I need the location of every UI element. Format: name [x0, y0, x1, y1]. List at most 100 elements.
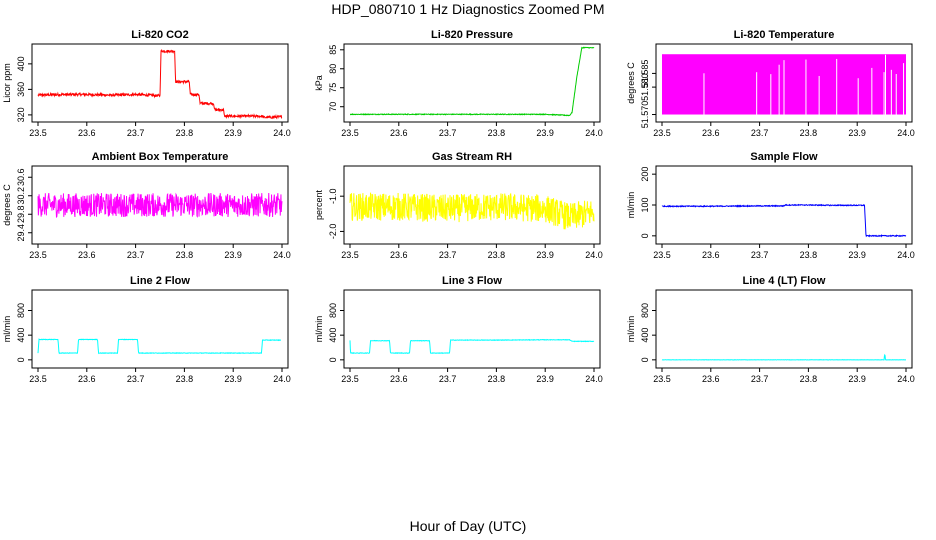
panel-5: Sample Flow ml/min 23.5 23.6 23.7 23.8 23.9 24.…: [626, 151, 915, 260]
x-tick-label: 23.7: [439, 128, 457, 138]
x-tick-label: 23.9: [536, 128, 554, 138]
y-axis-label: degrees C: [626, 62, 636, 104]
x-tick-label: 23.7: [127, 374, 145, 384]
panel-4: Gas Stream RH percent 23.5 23.6 23.7 23.8 23.9…: [314, 151, 603, 260]
x-tick-label: 23.9: [536, 250, 554, 260]
series-line: [349, 46, 595, 117]
x-tick-label: 23.5: [653, 374, 671, 384]
series-line: [349, 338, 595, 354]
y-tick-label: 80: [328, 64, 338, 74]
series-group: [37, 49, 283, 120]
series-line: [37, 192, 283, 218]
y-tick-label: 29.4: [16, 224, 26, 242]
plot-frame: [31, 165, 289, 245]
x-tick-label: 23.5: [29, 250, 47, 260]
x-tick-label: 23.7: [127, 128, 145, 138]
x-tick-label: 23.8: [176, 250, 194, 260]
x-tick-label: 23.9: [224, 250, 242, 260]
x-tick-label: 23.6: [78, 250, 96, 260]
series-line: [661, 353, 906, 361]
panel-title: Line 2 Flow: [130, 275, 190, 287]
panel-title: Line 4 (LT) Flow: [743, 275, 826, 287]
y-axis-label: ml/min: [2, 316, 12, 343]
x-tick-label: 23.9: [848, 128, 866, 138]
x-tick-label: 23.9: [224, 128, 242, 138]
y-tick-label: 320: [16, 107, 26, 122]
y-axis-label: percent: [314, 189, 324, 220]
x-tick-label: 23.6: [78, 374, 96, 384]
y-tick-label: 0: [640, 357, 650, 362]
series-group: [661, 353, 906, 361]
panel-title: Line 3 Flow: [442, 275, 502, 287]
x-tick-label: 23.6: [390, 374, 408, 384]
panel-title: Gas Stream RH: [432, 151, 512, 163]
plot-frame: [655, 289, 913, 369]
y-tick-label: 51.580: [640, 73, 650, 101]
x-tick-label: 24.0: [897, 374, 915, 384]
y-tick-label: 400: [328, 328, 338, 343]
series-group: [661, 203, 907, 238]
y-axis-label: Licor ppm: [2, 63, 12, 103]
x-tick-label: 23.5: [341, 374, 359, 384]
panel-8: Line 4 (LT) Flow ml/min 23.5 23.6 23.7 23.8 23…: [626, 275, 915, 384]
figure-xlabel: Hour of Day (UTC): [409, 518, 527, 534]
plot-frame: [31, 43, 289, 123]
x-tick-label: 23.9: [224, 374, 242, 384]
y-tick-label: 360: [16, 82, 26, 97]
y-tick-label: 400: [16, 328, 26, 343]
y-axis-label: ml/min: [626, 192, 636, 219]
series-group: [349, 46, 595, 117]
y-tick-label: 70: [328, 102, 338, 112]
x-tick-label: 23.5: [653, 128, 671, 138]
x-tick-label: 24.0: [897, 128, 915, 138]
plot-frame: [655, 165, 913, 245]
x-tick-label: 23.7: [439, 374, 457, 384]
x-tick-label: 23.5: [653, 250, 671, 260]
x-tick-label: 23.9: [848, 374, 866, 384]
x-tick-label: 23.6: [390, 250, 408, 260]
panel-title: Ambient Box Temperature: [92, 151, 229, 163]
x-tick-label: 23.5: [29, 374, 47, 384]
x-tick-label: 23.5: [341, 128, 359, 138]
series-line: [661, 203, 907, 238]
y-tick-label: 100: [640, 197, 650, 212]
x-tick-label: 24.0: [273, 374, 291, 384]
plot-frame: [343, 165, 601, 245]
x-tick-label: 23.7: [127, 250, 145, 260]
y-tick-label: 200: [640, 167, 650, 182]
panel-3: Ambient Box Temperature degrees C 23.5 23.6…: [2, 151, 291, 260]
x-tick-label: 23.8: [488, 128, 506, 138]
series-group: [37, 192, 283, 218]
x-tick-label: 23.8: [800, 128, 818, 138]
x-tick-label: 23.8: [488, 250, 506, 260]
y-tick-label: 30.6: [16, 168, 26, 186]
y-tick-label: 51.570: [640, 101, 650, 129]
y-tick-label: 51.585: [640, 60, 650, 88]
y-axis-label: ml/min: [314, 316, 324, 343]
x-tick-label: 23.5: [29, 128, 47, 138]
plot-frame: [343, 289, 601, 369]
series-group: [349, 338, 595, 354]
y-tick-label: 75: [328, 83, 338, 93]
panel-1: Li-820 Pressure kPa 23.5 23.6 23.7 23.8 23.9 24…: [314, 29, 603, 138]
y-tick-label: 0: [328, 357, 338, 362]
panel-7: Line 3 Flow ml/min 23.5 23.6 23.7 23.8 23.9 24.…: [314, 275, 603, 384]
plot-frame: [655, 43, 913, 123]
series-line: [37, 49, 283, 120]
x-tick-label: 24.0: [585, 128, 603, 138]
x-tick-label: 24.0: [897, 250, 915, 260]
x-tick-label: 23.7: [751, 374, 769, 384]
x-tick-label: 23.6: [78, 128, 96, 138]
y-tick-label: 85: [328, 45, 338, 55]
panel-6: Line 2 Flow ml/min 23.5 23.6 23.7 23.8 23.9 24.…: [2, 275, 291, 384]
x-tick-label: 23.8: [800, 374, 818, 384]
y-axis-label: degrees C: [2, 184, 12, 226]
x-tick-label: 23.8: [176, 374, 194, 384]
y-tick-label: 800: [16, 303, 26, 318]
x-tick-label: 24.0: [585, 250, 603, 260]
series-group: [349, 192, 595, 230]
series-line: [37, 338, 282, 355]
y-tick-label: 0: [16, 357, 26, 362]
